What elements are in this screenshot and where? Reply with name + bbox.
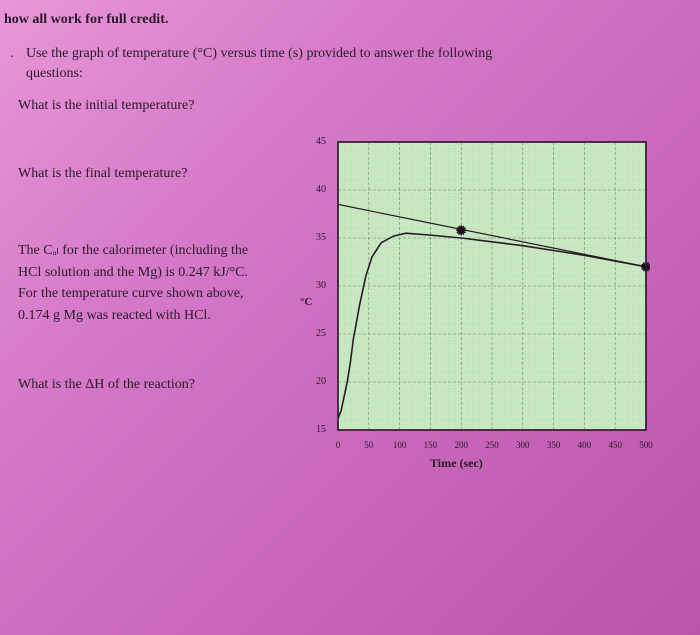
chart-x-label: Time (sec) [430, 456, 483, 471]
chart-ytick: 40 [306, 184, 326, 195]
instruction-line-1: Use the graph of temperature (°C) versus… [0, 46, 700, 62]
chart-xtick: 150 [418, 440, 442, 450]
chart-ytick: 25 [306, 328, 326, 339]
chart-xtick: 300 [511, 440, 535, 450]
chart-xtick: 100 [388, 440, 412, 450]
question-initial-temp: What is the initial temperature? [0, 98, 700, 114]
chart-ytick: 15 [306, 424, 326, 435]
chart-xtick: 50 [357, 440, 381, 450]
chart-y-label: °C [300, 296, 312, 308]
chart-xtick: 450 [603, 440, 627, 450]
chart-xtick: 400 [572, 440, 596, 450]
chart-xtick: 250 [480, 440, 504, 450]
temperature-vs-time-chart: °C 15 20 25 30 35 40 45 0 50 100 150 200 250 300 350 4… [302, 138, 662, 478]
page-header: how all work for full credit. [0, 12, 700, 28]
chart-ytick: 30 [306, 280, 326, 291]
chart-xtick: 350 [542, 440, 566, 450]
chart-ytick: 45 [306, 136, 326, 147]
chart-xtick: 200 [449, 440, 473, 450]
chart-svg [330, 138, 650, 438]
chart-ytick: 35 [306, 232, 326, 243]
chart-ytick: 20 [306, 376, 326, 387]
instruction-line-2: questions: [0, 66, 700, 82]
chart-xtick: 500 [634, 440, 658, 450]
chart-xtick: 0 [326, 440, 350, 450]
question-ccal: The Cₐₗ for the calorimeter (including t… [0, 240, 260, 327]
